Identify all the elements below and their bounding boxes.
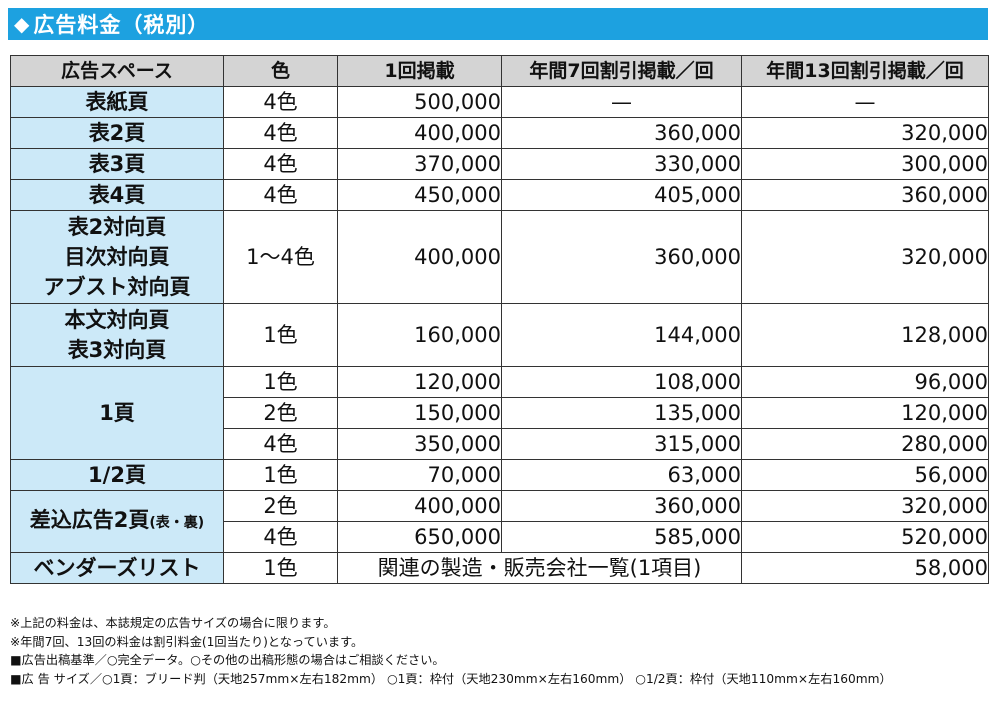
price-once: 350,000 — [337, 428, 502, 460]
price-annual13: 320,000 — [741, 210, 989, 304]
price-once: 150,000 — [337, 397, 502, 429]
price-once: 400,000 — [337, 210, 502, 304]
space-label: 1頁 — [10, 366, 224, 460]
price-annual7: 360,000 — [501, 490, 742, 522]
color-cell: 4色 — [223, 428, 338, 460]
table-row: 差込広告2頁(表・裏) 2色 400,000 360,000 320,000 — [10, 490, 989, 553]
price-annual13: 96,000 — [741, 366, 989, 398]
diamond-icon: ◆ — [14, 12, 30, 36]
header-color: 色 — [223, 55, 338, 87]
color-cell: 4色 — [223, 86, 338, 118]
table-row: 表2対向頁 目次対向頁 アブスト対向頁 1〜4色 400,000 360,000… — [10, 210, 989, 304]
header-once: 1回掲載 — [337, 55, 502, 87]
table-row: ベンダーズリスト 1色 関連の製造・販売会社一覧(1項目) 58,000 — [10, 552, 989, 584]
color-cell: 4色 — [223, 179, 338, 211]
price-annual13: 520,000 — [741, 521, 989, 553]
color-cell: 1色 — [223, 459, 338, 491]
title-bar: ◆ 広告料金（税別） — [8, 8, 988, 40]
price-annual13: 300,000 — [741, 148, 989, 180]
footnotes: ※上記の料金は、本誌規定の広告サイズの場合に限ります。 ※年間7回、13回の料金… — [10, 614, 995, 688]
header-space: 広告スペース — [10, 55, 224, 87]
price-annual7: — — [501, 86, 742, 118]
space-label: 表4頁 — [10, 179, 224, 211]
footnote: ■広告出稿基準／○完全データ。○その他の出稿形態の場合はご相談ください。 — [10, 653, 445, 667]
price-annual13: 280,000 — [741, 428, 989, 460]
space-label-line: 目次対向頁 — [64, 245, 170, 269]
table-row: 本文対向頁 表3対向頁 1色 160,000 144,000 128,000 — [10, 303, 989, 367]
color-cell: 4色 — [223, 521, 338, 553]
color-cell: 1色 — [223, 366, 338, 398]
vendor-list-note: 関連の製造・販売会社一覧(1項目) — [337, 552, 742, 584]
price-annual7: 108,000 — [501, 366, 742, 398]
color-cell: 1色 — [223, 552, 338, 584]
color-cell: 2色 — [223, 490, 338, 522]
table-row: 表4頁 4色 450,000 405,000 360,000 — [10, 179, 989, 211]
table-row: 表3頁 4色 370,000 330,000 300,000 — [10, 148, 989, 180]
rate-table: 広告スペース 色 1回掲載 年間7回割引掲載／回 年間13回割引掲載／回 表紙頁… — [10, 55, 989, 584]
price-annual13: 320,000 — [741, 117, 989, 149]
space-label: 表2頁 — [10, 117, 224, 149]
space-label-line: アブスト対向頁 — [43, 275, 191, 299]
price-once: 400,000 — [337, 117, 502, 149]
header-annual7: 年間7回割引掲載／回 — [501, 55, 742, 87]
space-label-main: 差込広告2頁 — [29, 508, 150, 532]
table-row: 表紙頁 4色 500,000 — — — [10, 86, 989, 118]
space-label: 差込広告2頁(表・裏) — [10, 490, 224, 553]
price-once: 70,000 — [337, 459, 502, 491]
price-annual7: 315,000 — [501, 428, 742, 460]
price-annual7: 405,000 — [501, 179, 742, 211]
price-annual7: 360,000 — [501, 210, 742, 304]
space-label: ベンダーズリスト — [10, 552, 224, 584]
space-label-line: 本文対向頁 — [64, 308, 170, 332]
price-annual7: 585,000 — [501, 521, 742, 553]
space-label: 表2対向頁 目次対向頁 アブスト対向頁 — [10, 210, 224, 304]
header-annual13: 年間13回割引掲載／回 — [741, 55, 989, 87]
price-annual7: 63,000 — [501, 459, 742, 491]
space-label-line: 表3対向頁 — [67, 338, 167, 362]
color-cell: 4色 — [223, 148, 338, 180]
space-label: 表3頁 — [10, 148, 224, 180]
price-once: 160,000 — [337, 303, 502, 367]
color-cell: 4色 — [223, 117, 338, 149]
table-row: 表2頁 4色 400,000 360,000 320,000 — [10, 117, 989, 149]
price-once: 650,000 — [337, 521, 502, 553]
color-cell: 1色 — [223, 303, 338, 367]
price-once: 500,000 — [337, 86, 502, 118]
price-annual13: — — [741, 86, 989, 118]
table-row: 1頁 1色 120,000 108,000 96,000 — [10, 366, 989, 460]
space-label-note: (表・裏) — [149, 515, 205, 531]
price-once: 120,000 — [337, 366, 502, 398]
table-header-row: 広告スペース 色 1回掲載 年間7回割引掲載／回 年間13回割引掲載／回 — [10, 55, 989, 87]
price-annual13: 360,000 — [741, 179, 989, 211]
page-title: 広告料金（税別） — [33, 13, 210, 37]
footnote: ※年間7回、13回の料金は割引料金(1回当たり)となっています。 — [10, 634, 364, 649]
price-annual7: 144,000 — [501, 303, 742, 367]
space-label: 1/2頁 — [10, 459, 224, 491]
price-annual13: 120,000 — [741, 397, 989, 429]
price-once: 400,000 — [337, 490, 502, 522]
color-cell: 1〜4色 — [223, 210, 338, 304]
price-annual7: 330,000 — [501, 148, 742, 180]
price-annual7: 360,000 — [501, 117, 742, 149]
footnote: ※上記の料金は、本誌規定の広告サイズの場合に限ります。 — [10, 616, 336, 630]
space-label: 表紙頁 — [10, 86, 224, 118]
footnote: ■広 告 サイズ／○1頁：ブリード判（天地257mm×左右182mm） ○1頁：… — [10, 671, 892, 686]
price-annual7: 135,000 — [501, 397, 742, 429]
price-annual13: 128,000 — [741, 303, 989, 367]
space-label-line: 表2対向頁 — [67, 215, 167, 239]
space-label: 本文対向頁 表3対向頁 — [10, 303, 224, 367]
table-row: 1/2頁 1色 70,000 63,000 56,000 — [10, 459, 989, 491]
table-row: 4色 650,000 585,000 520,000 — [11, 521, 989, 553]
price-annual13: 56,000 — [741, 459, 989, 491]
price-once: 450,000 — [337, 179, 502, 211]
price-annual13: 320,000 — [741, 490, 989, 522]
price-once: 370,000 — [337, 148, 502, 180]
color-cell: 2色 — [223, 397, 338, 429]
price-annual13: 58,000 — [741, 552, 989, 584]
